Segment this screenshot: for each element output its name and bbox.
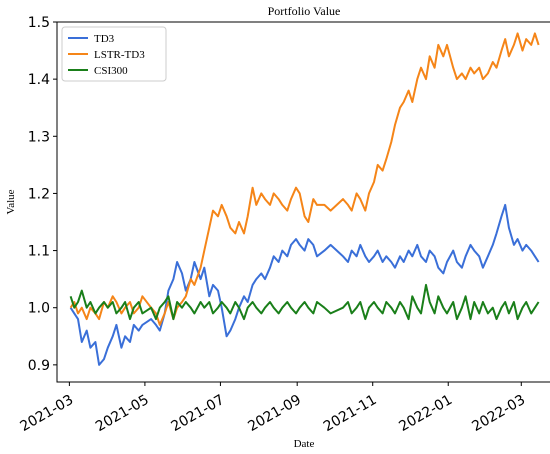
y-tick-label: 0.9 [28, 358, 50, 374]
y-tick-label: 1.4 [28, 72, 50, 88]
y-tick-label: 1.3 [28, 129, 50, 145]
y-tick-label: 1.1 [28, 244, 50, 260]
legend-label: CSI300 [94, 65, 128, 77]
x-axis-label: Date [294, 438, 315, 450]
y-tick-label: 1.5 [28, 15, 50, 31]
legend: TD3 LSTR-TD3 CSI300 [61, 26, 167, 82]
legend-label: TD3 [94, 33, 115, 45]
series-line-csi300 [69, 283, 540, 321]
plot-frame [56, 21, 550, 383]
legend-box [61, 26, 167, 82]
y-tick-label: 1.0 [28, 301, 50, 317]
y-axis: 0.9 1.0 1.1 1.2 1.3 1.4 1.5 [28, 15, 57, 374]
series-layer [69, 32, 540, 366]
legend-label: LSTR-TD3 [94, 49, 145, 61]
y-axis-label: Value [5, 189, 17, 214]
series-line-lstr-td3 [69, 32, 540, 326]
chart-title: Portfolio Value [268, 4, 341, 18]
series-line-td3 [69, 203, 540, 366]
y-tick-label: 1.2 [28, 186, 50, 202]
